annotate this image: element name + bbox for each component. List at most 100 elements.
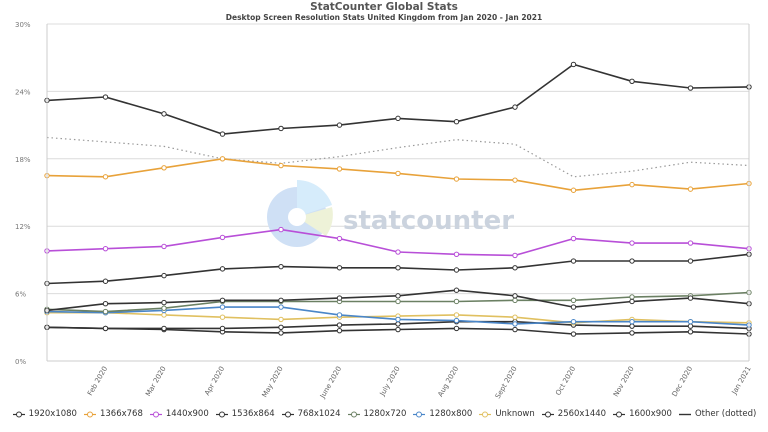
data-point[interactable] [629,323,635,329]
legend-item[interactable]: 2560x1440 [541,409,606,419]
data-point[interactable] [453,251,460,257]
data-point[interactable] [278,304,284,310]
data-point[interactable] [570,318,577,325]
data-point[interactable] [629,318,635,325]
data-point[interactable] [512,314,518,320]
data-point[interactable] [570,187,577,193]
legend-item[interactable]: 1920x1080 [12,409,77,419]
data-point[interactable] [161,165,167,171]
data-point[interactable] [219,314,226,320]
data-point[interactable] [336,166,343,172]
data-point[interactable] [629,78,635,84]
data-point[interactable] [278,226,284,233]
legend-item[interactable]: 768x1024 [281,409,341,419]
data-point[interactable] [336,265,343,271]
data-point[interactable] [102,278,109,284]
data-point[interactable] [629,181,635,188]
data-point[interactable] [512,297,518,304]
data-point[interactable] [395,265,401,271]
data-point[interactable] [102,245,109,252]
data-point[interactable] [278,125,284,132]
data-point[interactable] [395,170,401,177]
data-point[interactable] [629,298,635,305]
data-point[interactable] [219,156,226,162]
data-point[interactable] [336,327,343,334]
data-point[interactable] [219,325,226,332]
data-point[interactable] [102,301,109,307]
data-point[interactable] [161,299,167,306]
data-point[interactable] [687,318,694,325]
data-point[interactable] [687,186,694,192]
data-point[interactable] [278,324,284,330]
data-point[interactable] [102,174,109,180]
data-point[interactable] [336,322,343,328]
data-point[interactable] [161,305,167,311]
legend-item[interactable]: Other (dotted) [678,409,756,419]
data-point[interactable] [570,304,577,310]
data-point[interactable] [453,267,460,273]
legend-item[interactable]: 1600x900 [612,409,672,419]
data-point[interactable] [629,294,635,300]
data-point[interactable] [395,326,401,333]
data-point[interactable] [570,297,577,304]
data-point[interactable] [161,312,167,318]
data-point[interactable] [687,323,694,329]
data-point[interactable] [453,312,460,318]
data-point[interactable] [629,240,635,246]
data-point[interactable] [512,177,518,183]
data-point[interactable] [395,249,401,255]
data-point[interactable] [512,321,518,327]
data-point[interactable] [453,176,460,182]
data-point[interactable] [570,258,577,264]
data-point[interactable] [512,265,518,271]
data-point[interactable] [453,287,460,293]
data-point[interactable] [512,326,518,333]
legend-item[interactable]: Unknown [478,409,535,419]
data-point[interactable] [453,325,460,332]
data-point[interactable] [161,111,167,117]
data-point[interactable] [570,331,577,337]
data-point[interactable] [102,325,109,332]
data-point[interactable] [219,131,226,137]
data-point[interactable] [161,325,167,332]
data-point[interactable] [102,308,109,315]
data-point[interactable] [395,316,401,323]
data-point[interactable] [512,104,518,110]
data-point[interactable] [278,263,284,270]
legend-item[interactable]: 1280x800 [412,409,472,419]
data-point[interactable] [453,298,460,305]
data-point[interactable] [395,298,401,305]
legend-item[interactable]: 1536x864 [215,409,275,419]
data-point[interactable] [570,235,577,242]
data-point[interactable] [453,119,460,125]
data-point[interactable] [687,258,694,264]
data-point[interactable] [629,330,635,336]
data-point[interactable] [629,258,635,264]
data-point[interactable] [512,293,518,299]
data-point[interactable] [336,312,343,318]
data-point[interactable] [512,252,518,259]
data-point[interactable] [102,94,109,100]
data-point[interactable] [395,321,401,327]
data-point[interactable] [161,243,167,250]
data-point[interactable] [336,122,343,128]
data-point[interactable] [161,272,167,279]
data-point[interactable] [687,85,694,91]
data-point[interactable] [219,304,226,310]
data-point[interactable] [278,297,284,304]
data-point[interactable] [687,240,694,246]
data-point[interactable] [336,235,343,242]
data-point[interactable] [336,295,343,301]
data-point[interactable] [219,234,226,241]
data-point[interactable] [278,316,284,323]
legend-item[interactable]: 1280x720 [347,409,406,419]
data-point[interactable] [395,293,401,299]
legend-item[interactable]: 1440x900 [149,409,209,419]
data-point[interactable] [687,329,694,335]
legend-item[interactable]: 1366x768 [83,409,143,419]
data-point[interactable] [219,266,226,272]
data-point[interactable] [453,317,460,324]
data-point[interactable] [278,330,284,336]
data-point[interactable] [395,115,401,122]
data-point[interactable] [278,162,284,169]
